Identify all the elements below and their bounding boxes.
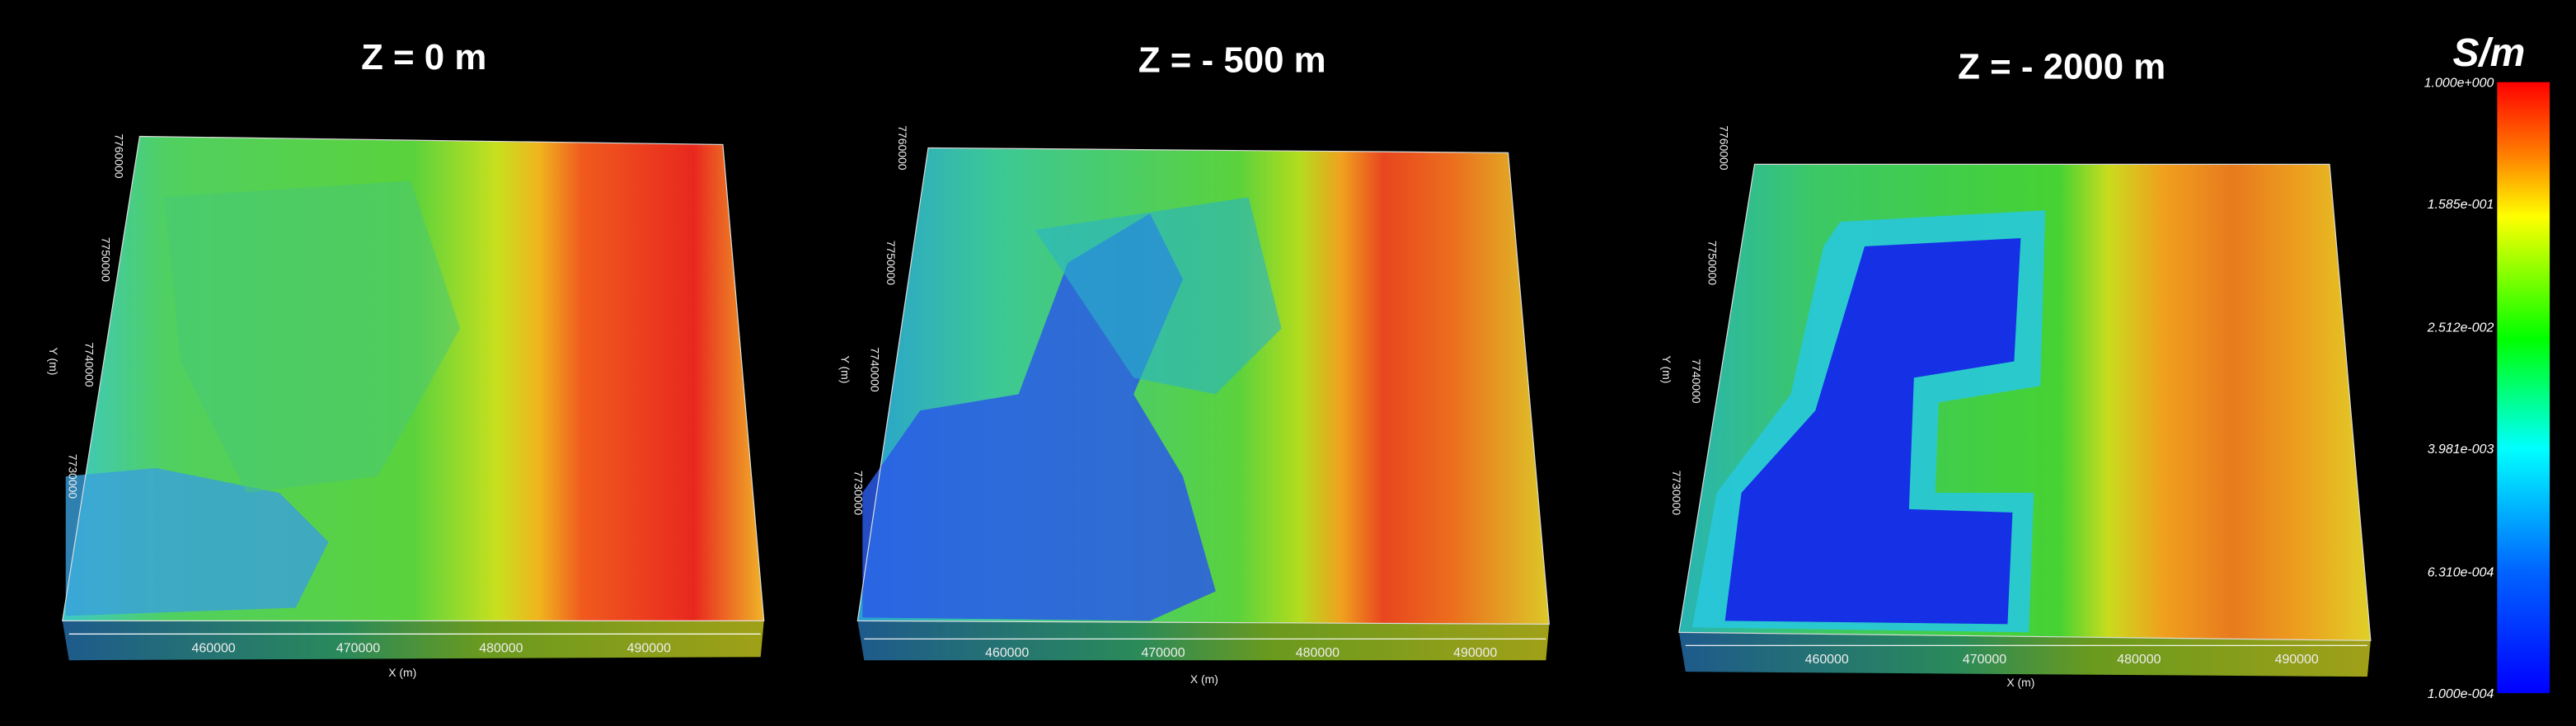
x-tick-label: 480000 <box>2117 653 2161 667</box>
x-axis-label: X (m) <box>2006 676 2034 689</box>
y-axis-label: Y (m) <box>47 348 60 376</box>
colorbar-tick-label: 1.585e-001 <box>2428 198 2494 212</box>
y-tick-label: 7740000 <box>83 342 96 387</box>
panel-title: Z = - 2000 m <box>1958 47 2165 87</box>
y-axis-label: Y (m) <box>838 356 852 384</box>
panel-title: Z = 0 m <box>361 37 486 77</box>
block-outline <box>62 135 765 621</box>
colorbar-unit: S/m <box>2453 31 2526 75</box>
panel: Z = 0 m 460000 470000 480000 490000 X (m) 7760… <box>47 37 765 679</box>
y-tick-label: 7730000 <box>1670 471 1683 516</box>
block-outline <box>1678 163 2372 641</box>
y-tick-label: 7760000 <box>113 133 126 179</box>
colorbar-tick-label: 1.000e+000 <box>2424 77 2494 91</box>
x-tick-label: 470000 <box>336 641 380 655</box>
anomaly <box>1035 197 1282 395</box>
colorbar-tick-label: 2.512e-002 <box>2427 321 2494 335</box>
y-tick-label: 7760000 <box>896 125 909 171</box>
anomaly <box>1724 238 2021 625</box>
x-tick-label: 460000 <box>191 641 235 655</box>
block-outline <box>856 147 1551 625</box>
y-tick-label: 7760000 <box>1718 125 1731 171</box>
y-tick-label: 7730000 <box>67 454 80 499</box>
x-tick-label: 490000 <box>627 641 671 655</box>
colorbar-gradient <box>2497 82 2550 694</box>
anomaly <box>65 468 329 616</box>
colorbar: S/m 1.000e+000 1.585e-001 2.512e-002 3.981e-… <box>2424 31 2550 701</box>
colorbar-tick-label: 3.981e-003 <box>2428 443 2494 457</box>
x-tick-label: 470000 <box>1141 646 1185 660</box>
block-side <box>857 621 1550 661</box>
x-axis-label: X (m) <box>1190 672 1218 686</box>
x-tick-label: 470000 <box>1963 653 2006 667</box>
block-side <box>1678 632 2371 677</box>
x-tick-label: 460000 <box>985 646 1029 660</box>
y-tick-label: 7730000 <box>852 471 865 516</box>
x-tick-label: 490000 <box>2275 653 2319 667</box>
y-tick-label: 7750000 <box>100 237 113 283</box>
y-tick-label: 7750000 <box>884 241 898 286</box>
x-tick-label: 480000 <box>479 641 523 655</box>
panel: Z = - 2000 m 460000 470000 480000 490000 X (m… <box>1660 47 2372 689</box>
anomaly <box>164 180 461 493</box>
y-tick-label: 7750000 <box>1706 241 1720 286</box>
panel-title: Z = - 500 m <box>1138 40 1326 81</box>
x-tick-label: 460000 <box>1805 653 1849 667</box>
y-axis-label: Y (m) <box>1660 356 1673 384</box>
x-tick-label: 480000 <box>1296 646 1340 660</box>
x-axis-label: X (m) <box>388 666 416 679</box>
y-tick-label: 7740000 <box>868 347 881 392</box>
x-tick-label: 490000 <box>1453 646 1497 660</box>
y-tick-label: 7740000 <box>1690 358 1703 404</box>
colorbar-tick-label: 1.000e-004 <box>2428 687 2494 701</box>
block-side <box>62 621 764 661</box>
colorbar-tick-label: 6.310e-004 <box>2428 566 2494 580</box>
panel: Z = - 500 m 460000 470000 480000 490000 X (m)… <box>838 40 1551 686</box>
